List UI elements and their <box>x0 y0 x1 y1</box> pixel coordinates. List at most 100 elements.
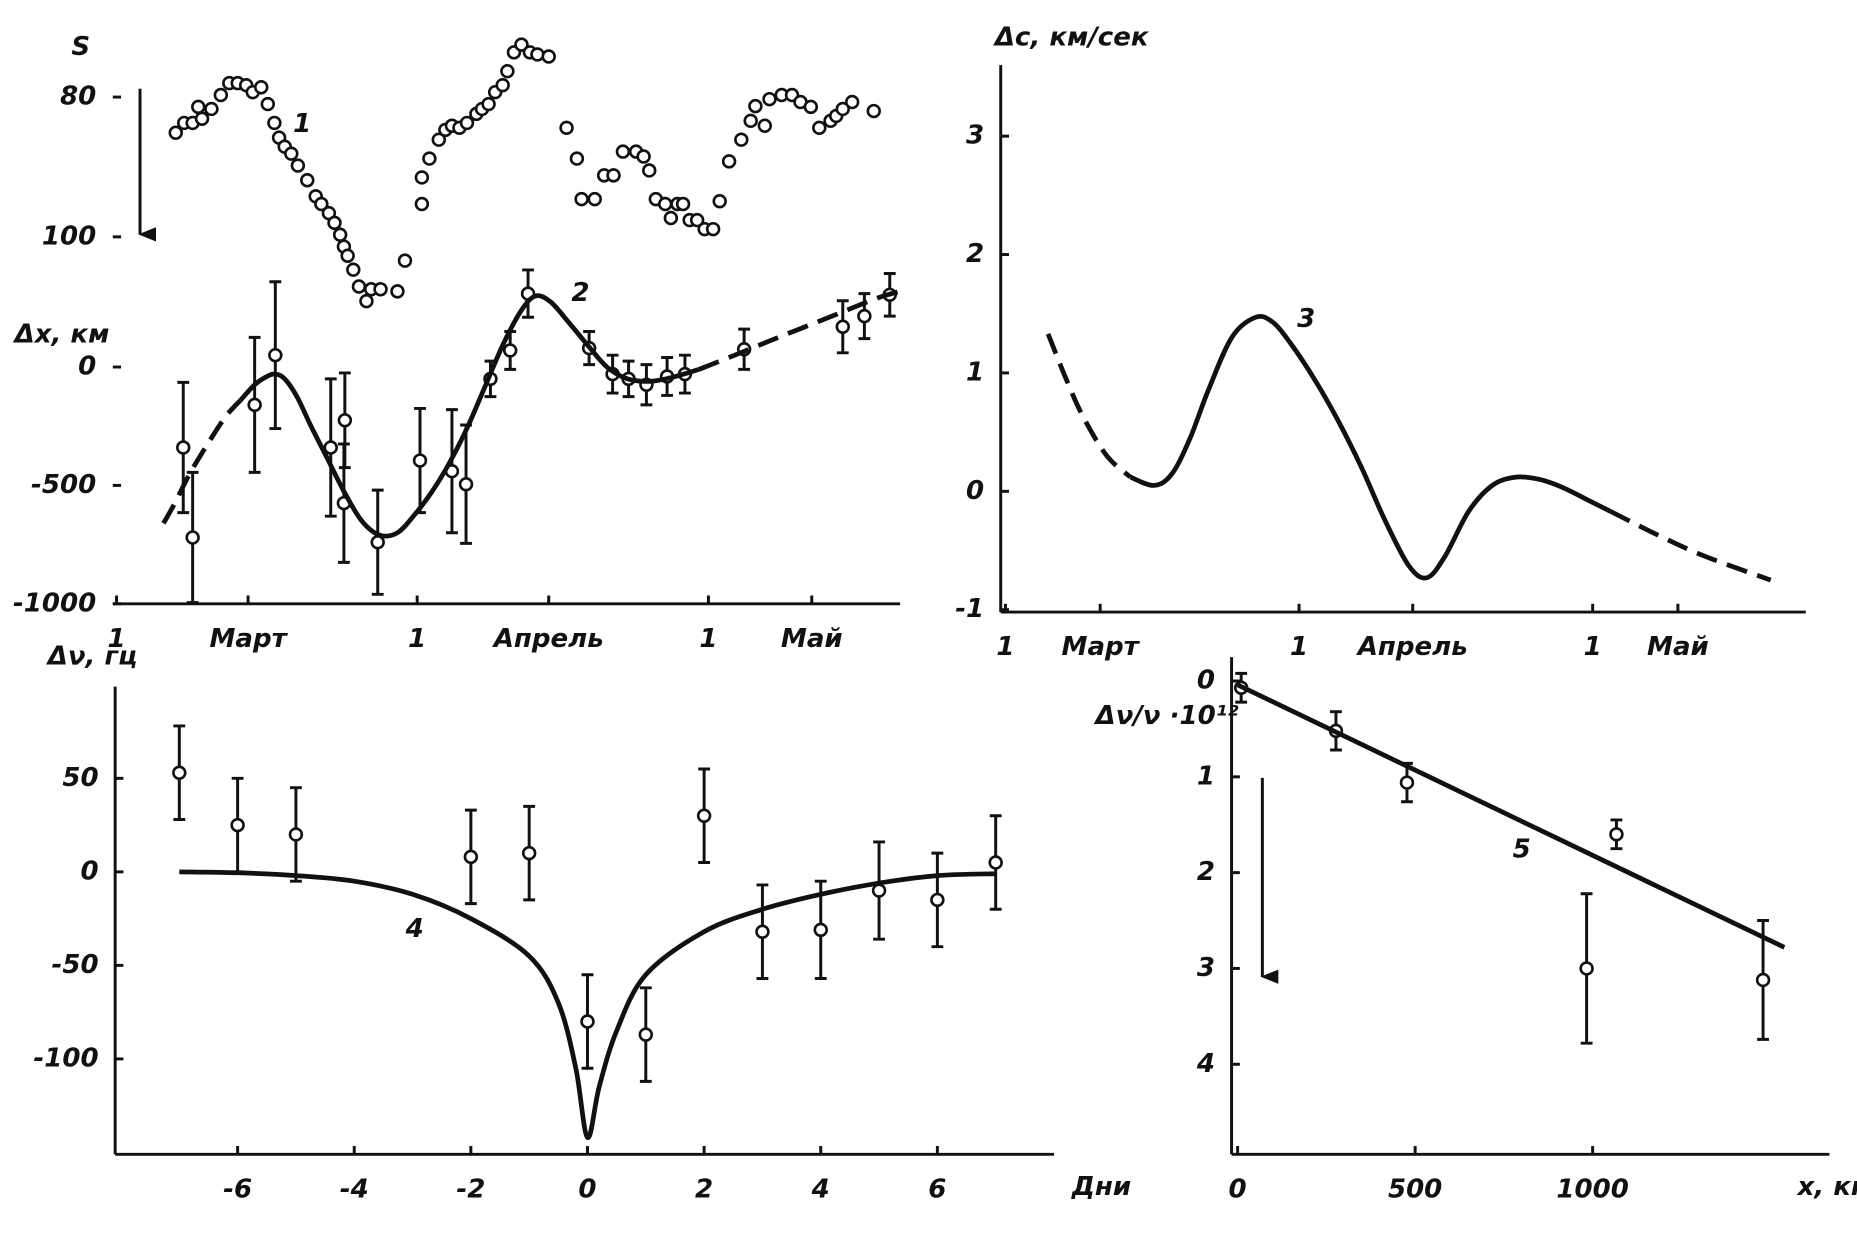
x-tick-label: -6 <box>223 1174 252 1204</box>
data-point <box>663 210 679 226</box>
data-point <box>857 308 872 324</box>
x-tick-label: Май <box>781 624 843 654</box>
data-point <box>871 883 887 898</box>
x-tick-label: -2 <box>456 1174 485 1204</box>
data-point <box>803 99 819 115</box>
data-point <box>213 87 229 103</box>
axis-label: Δc, км/сек <box>993 22 1150 52</box>
data-point <box>606 168 621 183</box>
x-tick-label: Май <box>1647 632 1709 662</box>
axis-label: Δx, км <box>13 320 110 350</box>
x-tick-label: 6 <box>928 1174 946 1204</box>
axis-label: Δν, гц <box>46 642 138 672</box>
data-point <box>373 282 388 297</box>
data-point <box>314 196 329 212</box>
x-tick-label: 0 <box>578 1174 596 1204</box>
data-point <box>337 413 353 428</box>
data-point <box>463 849 479 865</box>
data-point <box>615 144 631 159</box>
data-point <box>185 530 200 545</box>
data-point <box>587 191 602 207</box>
data-point <box>574 191 589 207</box>
y-tick-label: 4 <box>1196 1049 1215 1079</box>
data-point <box>657 196 673 212</box>
data-point <box>530 47 545 62</box>
data-point <box>500 63 515 79</box>
y-tick-label: 50 <box>62 763 98 793</box>
data-point <box>636 149 651 164</box>
y-tick-label: -100 <box>33 1043 98 1073</box>
axis-label: S <box>71 32 90 62</box>
data-point <box>495 77 510 93</box>
data-point <box>414 170 430 185</box>
data-point <box>743 113 758 129</box>
data-point <box>541 49 556 64</box>
data-point <box>755 924 770 939</box>
curve <box>1045 332 1133 479</box>
y-tick-label: 3 <box>966 121 984 151</box>
data-point <box>290 158 306 173</box>
data-point <box>397 253 413 268</box>
x-tick-label: 1000 <box>1556 1174 1628 1204</box>
y-tick-label: 0 <box>80 856 98 886</box>
y-tick-label: -500 <box>31 470 96 500</box>
curve-label: 4 <box>405 914 424 944</box>
data-point <box>1399 775 1415 790</box>
y-tick-label: 1 <box>966 357 984 387</box>
axis-label: x, км <box>1795 1172 1857 1202</box>
x-tick-label: Апрель <box>1356 632 1468 662</box>
y-tick-label: 100 <box>42 221 96 251</box>
data-point <box>323 440 338 455</box>
data-point <box>340 248 355 263</box>
data-point <box>414 196 430 212</box>
data-point <box>812 120 827 136</box>
data-point <box>260 96 276 112</box>
curve <box>238 293 700 539</box>
curve <box>698 288 901 372</box>
data-point <box>844 94 860 110</box>
data-point <box>762 91 777 107</box>
data-point <box>705 221 721 237</box>
data-point <box>481 96 496 112</box>
data-point <box>642 163 657 178</box>
data-point <box>835 101 850 117</box>
data-point <box>930 892 945 908</box>
data-point <box>288 827 304 842</box>
data-point <box>1755 972 1771 988</box>
data-point <box>502 343 518 358</box>
curve <box>161 398 243 525</box>
data-point <box>514 37 529 52</box>
data-point <box>332 227 348 242</box>
data-point <box>458 476 474 492</box>
data-point <box>168 125 183 140</box>
x-tick-label: 2 <box>695 1174 713 1204</box>
x-tick-label: 500 <box>1388 1174 1442 1204</box>
data-point <box>459 115 475 131</box>
x-tick-label: 0 <box>1229 1174 1247 1204</box>
curve-label: 2 <box>571 278 589 308</box>
data-point <box>431 132 447 147</box>
y-tick-label: -1000 <box>13 588 96 618</box>
y-tick-label: 0 <box>78 352 96 382</box>
data-point <box>390 284 405 299</box>
y-tick-label: 0 <box>1197 666 1215 696</box>
data-point <box>675 196 691 212</box>
y-tick-label: -50 <box>52 950 99 980</box>
y-tick-label: 2 <box>1197 857 1215 887</box>
x-tick-label: 4 <box>811 1174 830 1204</box>
curve <box>179 869 996 1140</box>
data-point <box>300 173 315 188</box>
data-point <box>327 215 342 231</box>
data-point <box>351 279 367 294</box>
y-tick-label: 0 <box>966 476 984 506</box>
axis-label: Дни <box>1071 1172 1131 1202</box>
curve <box>1609 509 1772 583</box>
data-point <box>734 132 749 147</box>
curve-label: 3 <box>1297 304 1315 334</box>
x-tick-label: Апрель <box>492 624 604 654</box>
data-point <box>247 397 262 413</box>
x-tick-label: Март <box>209 624 288 654</box>
data-point <box>721 154 737 169</box>
data-point <box>359 293 374 309</box>
